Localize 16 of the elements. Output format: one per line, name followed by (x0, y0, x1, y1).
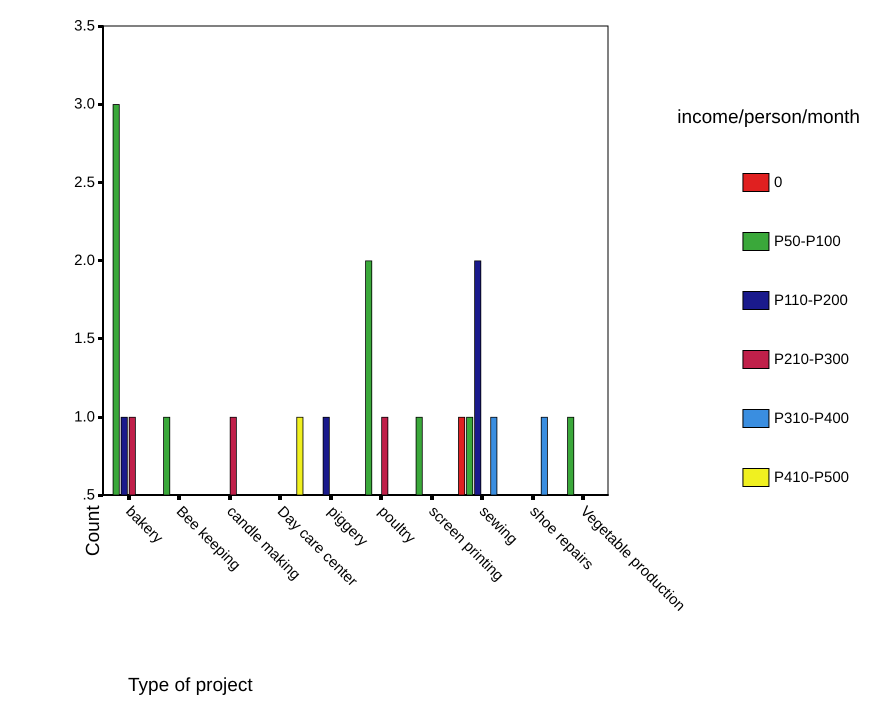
y-tick-label: 2.5 (74, 174, 95, 191)
legend-label: P110-P200 (774, 292, 848, 309)
legend-title: income/person/month (677, 107, 860, 128)
legend-label: P410-P500 (774, 469, 850, 486)
legend-label: 0 (774, 174, 782, 191)
y-tick-label: 3.0 (74, 96, 95, 113)
legend-label: P210-P300 (774, 351, 850, 368)
legend-label: P50-P100 (774, 233, 841, 250)
y-tick-label: 2.0 (74, 252, 95, 269)
y-axis-title: Count (83, 504, 104, 556)
y-tick-label: .5 (82, 486, 95, 504)
y-tick-label: 1.0 (74, 408, 95, 426)
y-tick-label: 3.5 (74, 18, 95, 34)
legend-label: P310-P400 (774, 410, 850, 427)
x-axis-title: Type of project (128, 675, 254, 696)
y-tick-label: 1.5 (74, 330, 95, 348)
